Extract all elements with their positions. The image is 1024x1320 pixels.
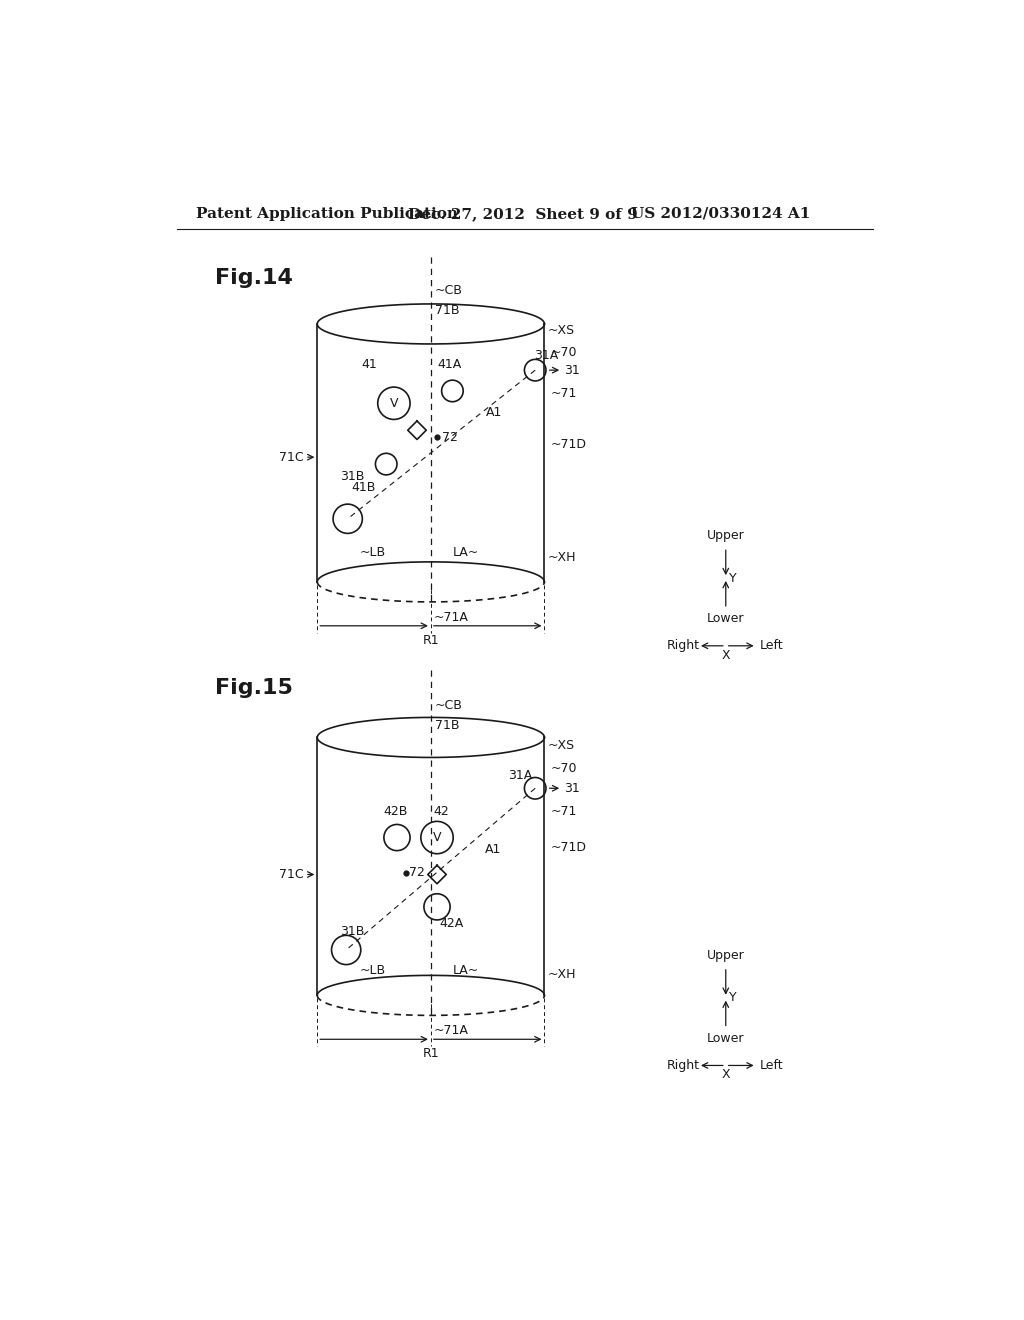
Text: LA~: LA~: [453, 964, 478, 977]
Text: Left: Left: [760, 639, 783, 652]
Text: 31A: 31A: [508, 770, 532, 783]
Text: R1: R1: [423, 634, 439, 647]
Text: ~70: ~70: [551, 762, 578, 775]
Text: ~CB: ~CB: [435, 698, 463, 711]
Text: 71C: 71C: [279, 869, 303, 880]
Text: 31: 31: [563, 781, 580, 795]
Text: 72: 72: [410, 866, 425, 879]
Text: 31B: 31B: [340, 925, 365, 939]
Text: ~71D: ~71D: [551, 841, 587, 854]
Text: Fig.15: Fig.15: [215, 678, 293, 698]
Text: 31A: 31A: [534, 348, 558, 362]
Text: Left: Left: [760, 1059, 783, 1072]
Text: Dec. 27, 2012  Sheet 9 of 9: Dec. 27, 2012 Sheet 9 of 9: [408, 207, 638, 220]
Text: 71B: 71B: [435, 305, 459, 317]
Text: 31: 31: [563, 363, 580, 376]
Text: Upper: Upper: [707, 949, 744, 962]
Text: 41: 41: [361, 358, 377, 371]
Text: 42B: 42B: [383, 805, 408, 818]
Text: ~XH: ~XH: [548, 550, 577, 564]
Text: ~71A: ~71A: [434, 611, 469, 624]
Text: Y: Y: [729, 991, 736, 1005]
Text: A1: A1: [486, 407, 503, 418]
Text: 41B: 41B: [351, 480, 376, 494]
Text: Upper: Upper: [707, 529, 744, 543]
Text: Right: Right: [668, 639, 700, 652]
Text: ~70: ~70: [551, 346, 578, 359]
Text: ~71: ~71: [551, 387, 577, 400]
Text: 31B: 31B: [340, 470, 365, 483]
Text: V: V: [433, 832, 441, 843]
Text: ~71: ~71: [551, 805, 577, 818]
Text: LA~: LA~: [453, 546, 478, 560]
Text: ~XH: ~XH: [548, 968, 577, 981]
Text: 41A: 41A: [437, 358, 461, 371]
Text: 42A: 42A: [439, 917, 464, 931]
Text: 71B: 71B: [435, 718, 459, 731]
Text: Lower: Lower: [707, 612, 744, 626]
Text: X: X: [722, 1068, 730, 1081]
Text: Lower: Lower: [707, 1032, 744, 1045]
Text: US 2012/0330124 A1: US 2012/0330124 A1: [631, 207, 810, 220]
Text: ~LB: ~LB: [360, 964, 386, 977]
Text: ~71A: ~71A: [434, 1024, 469, 1038]
Text: Fig.14: Fig.14: [215, 268, 293, 288]
Text: Y: Y: [729, 572, 736, 585]
Text: 42: 42: [433, 805, 449, 818]
Text: 71C: 71C: [279, 450, 303, 463]
Text: Patent Application Publication: Patent Application Publication: [196, 207, 458, 220]
Text: ~XS: ~XS: [548, 325, 574, 338]
Text: ~XS: ~XS: [548, 739, 574, 751]
Text: Right: Right: [668, 1059, 700, 1072]
Text: R1: R1: [423, 1047, 439, 1060]
Text: 72: 72: [441, 430, 458, 444]
Text: ~71D: ~71D: [551, 438, 587, 451]
Text: X: X: [722, 648, 730, 661]
Text: V: V: [390, 397, 398, 409]
Text: A1: A1: [484, 842, 501, 855]
Text: ~CB: ~CB: [435, 284, 463, 297]
Text: ~LB: ~LB: [360, 546, 386, 560]
